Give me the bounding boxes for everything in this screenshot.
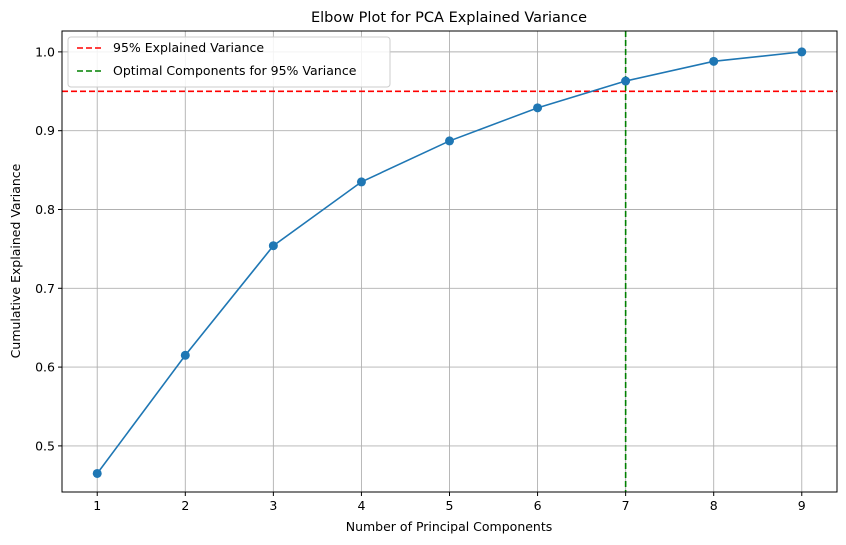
plot-series xyxy=(92,47,807,478)
data-point xyxy=(92,468,102,478)
x-tick-label: 3 xyxy=(269,498,277,513)
x-tick-label: 7 xyxy=(622,498,630,513)
y-tick-label: 0.6 xyxy=(35,360,55,375)
data-point xyxy=(268,241,278,251)
data-point xyxy=(709,56,719,66)
x-tick-label: 5 xyxy=(446,498,454,513)
y-tick-label: 0.8 xyxy=(35,202,55,217)
x-tick-label: 1 xyxy=(93,498,101,513)
data-point xyxy=(445,136,454,146)
legend-box xyxy=(67,36,391,88)
data-point xyxy=(621,76,631,86)
x-tick-label: 8 xyxy=(710,498,718,513)
y-tick-label: 1.0 xyxy=(35,44,55,59)
grid xyxy=(62,31,837,492)
x-axis-label: Number of Principal Components xyxy=(346,519,553,534)
legend-label-95-variance: 95% Explained Variance xyxy=(113,40,264,55)
x-tick-label: 9 xyxy=(798,498,806,513)
x-tick-label: 4 xyxy=(357,498,365,513)
data-point xyxy=(533,103,543,113)
y-axis-label: Cumulative Explained Variance xyxy=(8,163,23,358)
y-axis-ticks: 0.5 0.6 0.7 0.8 0.9 1.0 xyxy=(35,44,62,453)
legend: 95% Explained Variance Optimal Component… xyxy=(67,36,391,88)
y-tick-label: 0.5 xyxy=(35,438,55,453)
legend-label-optimal-components: Optimal Components for 95% Variance xyxy=(113,63,357,78)
y-tick-label: 0.9 xyxy=(35,123,55,138)
x-tick-label: 6 xyxy=(534,498,542,513)
data-point xyxy=(180,350,190,360)
y-tick-label: 0.7 xyxy=(35,281,55,296)
x-tick-label: 2 xyxy=(181,498,189,513)
x-axis-ticks: 1 2 3 4 5 6 7 8 9 xyxy=(93,492,806,513)
data-point xyxy=(797,47,807,57)
data-point xyxy=(356,177,366,187)
reference-lines xyxy=(62,31,837,492)
chart-title: Elbow Plot for PCA Explained Variance xyxy=(311,10,587,26)
